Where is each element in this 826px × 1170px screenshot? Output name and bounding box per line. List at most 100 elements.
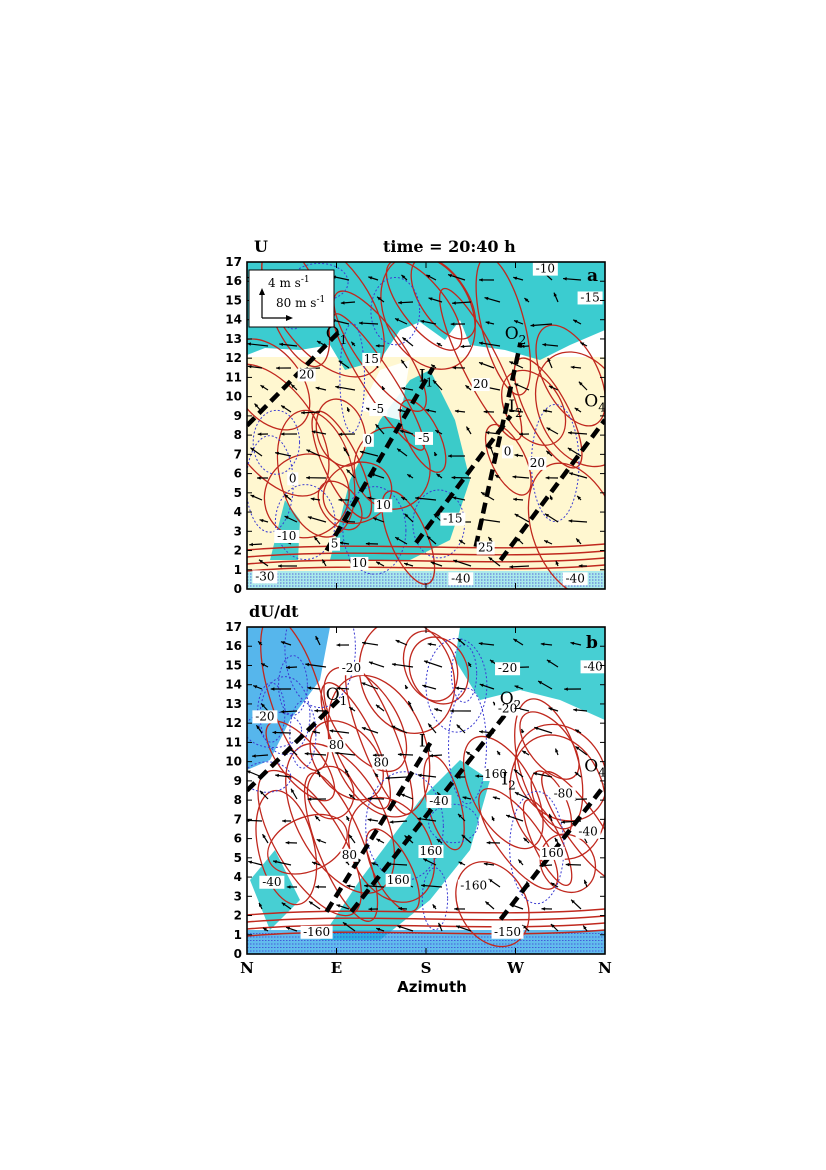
panel-a-title-left: U [254, 237, 268, 256]
panel-a-feature-labels: O1 O2 I1 I2 O4 [326, 324, 605, 420]
wind-vector-head [408, 701, 412, 706]
wind-vector-head [404, 513, 409, 518]
y-tick-label: 3 [234, 889, 242, 903]
positive-contour [317, 480, 363, 531]
wind-vector-head [404, 562, 409, 567]
wind-vector-head [259, 790, 264, 795]
wind-vector-head [256, 725, 260, 730]
wind-vector-head [275, 773, 279, 778]
wind-vector-head [493, 701, 497, 706]
wind-vector-head [479, 730, 483, 734]
contour-label-bg [372, 756, 391, 770]
wind-vector-head [339, 541, 344, 545]
y-tick-label: 1 [234, 563, 242, 577]
feature-label: I1 [419, 366, 433, 389]
contour-label: -40 [451, 571, 470, 585]
wind-vector-head [340, 301, 345, 305]
y-tick-label: 6 [234, 467, 242, 481]
wind-vector-head [522, 750, 527, 755]
panel-a-contour-labels: -10 -15 15 20 20 -5 -5 0 0 20 0 10 -15 -10 5 25 10 -30 -40… [252, 262, 603, 586]
wind-vector-head [466, 751, 471, 756]
contour-label: -160 [460, 879, 487, 893]
wind-vector-head [281, 405, 286, 409]
wind-vector-head [574, 407, 579, 412]
negative-contour [342, 486, 407, 575]
y-tick-label: 10 [225, 755, 242, 769]
wind-vector-head [252, 754, 256, 758]
wind-vector-head [583, 925, 587, 930]
positive-contour [455, 861, 530, 948]
contour-label-bg [440, 512, 466, 526]
wind-vector-head [422, 684, 427, 688]
cyan-region-center [330, 370, 470, 560]
contour-label-bg [350, 556, 369, 570]
feature-label: O1 [326, 685, 348, 708]
positive-contour [535, 324, 605, 427]
positive-contour [247, 564, 605, 572]
wind-vector-head [428, 723, 432, 728]
wind-vector-head [275, 451, 280, 456]
panel-b-letter: b [586, 633, 598, 653]
wind-vector-head [247, 342, 252, 346]
wind-vector-head [417, 773, 422, 778]
wind-vector-head [435, 430, 440, 434]
wind-vector-head [574, 772, 579, 776]
contour-label-bg [300, 925, 333, 939]
wind-vector-head [401, 274, 406, 279]
y-tick-label: 9 [234, 774, 242, 788]
wind-vector-head [450, 322, 455, 326]
wind-vector-head [429, 753, 434, 758]
positive-contour [247, 557, 605, 565]
y-tick-label: 12 [225, 716, 242, 730]
wind-vector-head [483, 862, 488, 866]
contour-label: 10 [352, 556, 367, 570]
wind-vector-head [479, 341, 483, 345]
positive-contour [247, 908, 605, 916]
negative-contour [421, 867, 449, 931]
wind-vector-head [534, 726, 539, 731]
wind-vector-head [315, 815, 319, 820]
wind-vector-head [344, 519, 349, 524]
y-tick-label: 8 [234, 428, 242, 442]
wind-vector-head [399, 429, 404, 434]
wind-vector-head [250, 494, 255, 499]
positive-contour [247, 338, 311, 431]
wind-vector-head [395, 318, 400, 322]
wave-phase-line [498, 418, 605, 562]
wind-vector-head [345, 769, 349, 774]
contour-label: 5 [331, 537, 339, 551]
y-tick-label: 8 [234, 793, 242, 807]
wind-vector-head [436, 839, 441, 843]
wind-vector-head [497, 750, 501, 755]
feature-label: O1 [326, 324, 348, 347]
positive-contour [509, 734, 605, 860]
negative-contour [252, 409, 301, 475]
wind-vector-head [451, 475, 456, 480]
positive-contour [306, 765, 355, 820]
positive-contour [484, 423, 532, 496]
wind-vector-head [432, 380, 437, 384]
positive-contour [475, 262, 532, 396]
wind-vector-head [286, 885, 291, 889]
wind-vector-head [454, 907, 458, 911]
x-tick-label: W [506, 959, 525, 977]
wind-vector-head [247, 770, 251, 774]
wind-vector-head [431, 364, 436, 369]
wind-vector-head [397, 408, 402, 413]
wind-vector-head [428, 297, 433, 301]
wind-vector-head [514, 513, 519, 518]
wind-vector-head [254, 403, 259, 408]
positive-contour [333, 290, 427, 412]
legend-horizontal-arrowhead [286, 315, 293, 321]
contour-label: -20 [498, 702, 517, 716]
wind-vector-head [456, 724, 461, 729]
wind-vector-head [301, 410, 305, 415]
wind-vector-head [362, 641, 366, 645]
wind-vector-head [425, 408, 430, 413]
wind-vector-head [346, 816, 350, 821]
y-tick-label: 13 [225, 697, 242, 711]
wind-vector-head [398, 906, 403, 911]
wind-vector-head [260, 385, 265, 389]
